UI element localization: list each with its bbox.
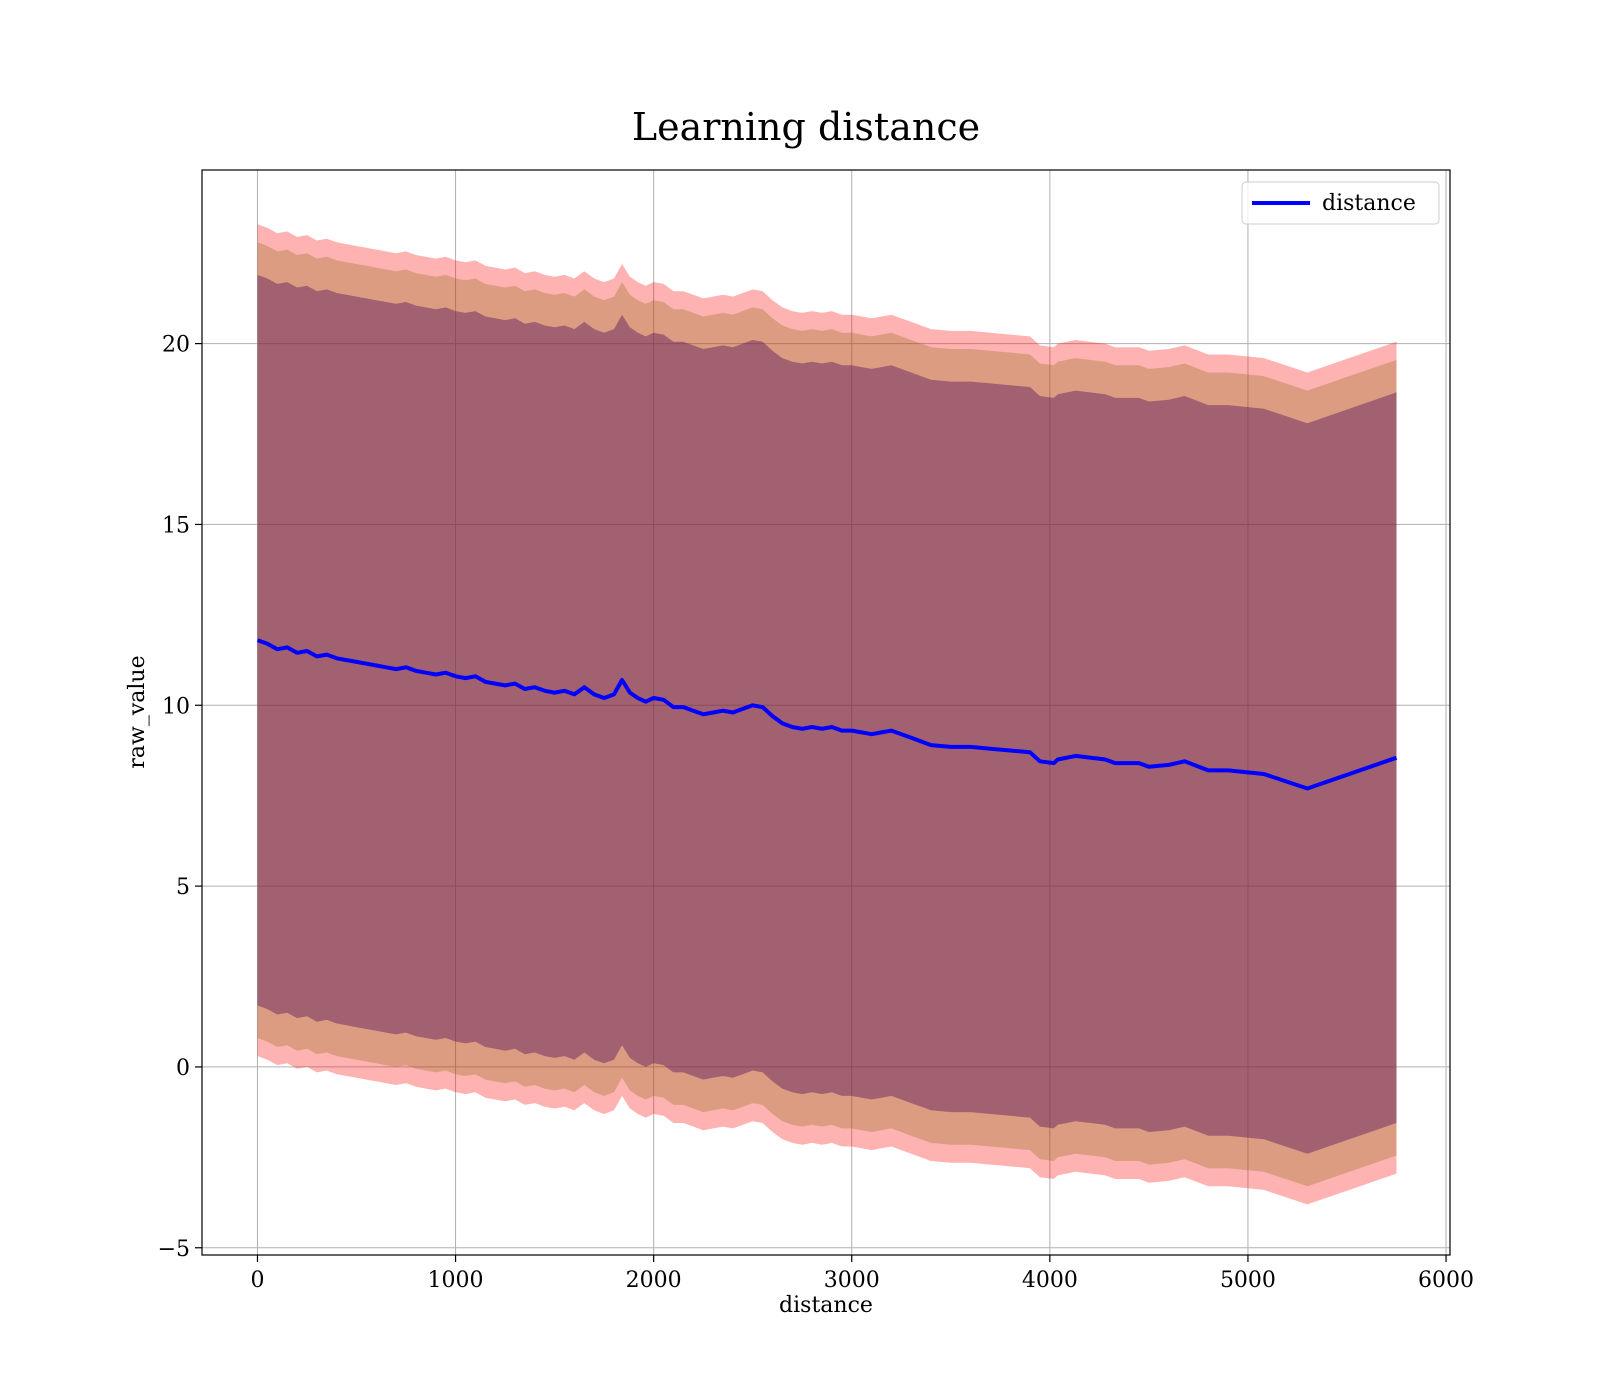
x-axis-label: distance [779, 1293, 873, 1318]
x-tick-label: 5000 [1220, 1268, 1276, 1293]
x-tick-label: 2000 [626, 1268, 682, 1293]
y-tick-label: 0 [176, 1056, 190, 1081]
plot-area-frame [201, 169, 1451, 1256]
x-tick-label: 1000 [428, 1268, 484, 1293]
data-line-layer [256, 638, 1398, 791]
chart-title: Learning distance [632, 105, 980, 149]
band-middle [257, 242, 1397, 1187]
x-tick-label: 0 [250, 1268, 264, 1293]
band-inner [257, 274, 1397, 1154]
series-line-distance [256, 638, 1398, 791]
y-axis-label: raw_value [125, 655, 150, 768]
x-tick-label: 3000 [824, 1268, 880, 1293]
legend: distance [1241, 181, 1440, 225]
legend-label-distance: distance [1322, 191, 1416, 216]
x-axis-ticks: 0 1000 2000 3000 4000 5000 6000 [250, 1255, 1474, 1293]
grid-lines [202, 170, 1450, 1255]
x-tick-label: 4000 [1022, 1268, 1078, 1293]
confidence-bands [257, 224, 1397, 1205]
y-axis-ticks: −5 0 5 10 15 20 [158, 333, 202, 1262]
band-outer [257, 224, 1397, 1205]
y-tick-label: −5 [158, 1237, 190, 1262]
y-tick-label: 15 [162, 513, 190, 538]
x-tick-label: 6000 [1418, 1268, 1474, 1293]
y-tick-label: 5 [176, 875, 190, 900]
legend-box [1241, 181, 1440, 225]
y-tick-label: 10 [162, 694, 190, 719]
y-tick-label: 20 [162, 333, 190, 358]
